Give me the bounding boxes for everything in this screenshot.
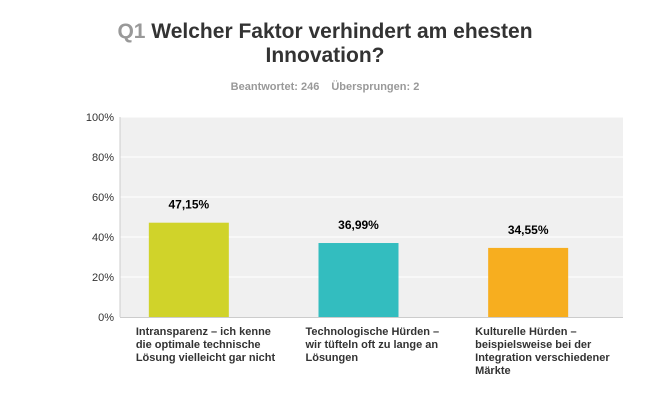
answered-count: Beantwortet: 246 xyxy=(230,81,320,93)
y-tick-label: 20% xyxy=(92,272,114,284)
y-tick-label: 60% xyxy=(92,192,114,204)
y-tick-label: 40% xyxy=(92,232,114,244)
skipped-count: Übersprungen: 2 xyxy=(331,81,420,93)
x-category-label: Technologische Hürden – wir tüfteln oft … xyxy=(305,326,440,364)
y-tick-label: 0% xyxy=(98,312,114,324)
question-number: Q1 xyxy=(117,20,146,43)
data-label: 36,99% xyxy=(338,218,379,232)
data-label: 34,55% xyxy=(508,223,549,237)
y-tick-label: 100% xyxy=(86,112,114,124)
x-category-label: Intransparenz – ich kenne die optimale t… xyxy=(135,326,276,364)
chart-title: Q1 Welcher Faktor verhindert am ehesten … xyxy=(100,20,550,68)
bar xyxy=(148,222,229,317)
bar xyxy=(488,247,569,317)
question-text: Welcher Faktor verhindert am ehesten Inn… xyxy=(151,20,533,67)
y-tick-label: 80% xyxy=(92,152,114,164)
x-category-label: Kulturelle Hürden – beispielsweise bei d… xyxy=(475,326,610,377)
data-label: 47,15% xyxy=(168,198,209,212)
response-summary: Beantwortet: 246 Übersprungen: 2 xyxy=(0,81,650,93)
bar xyxy=(318,243,399,317)
